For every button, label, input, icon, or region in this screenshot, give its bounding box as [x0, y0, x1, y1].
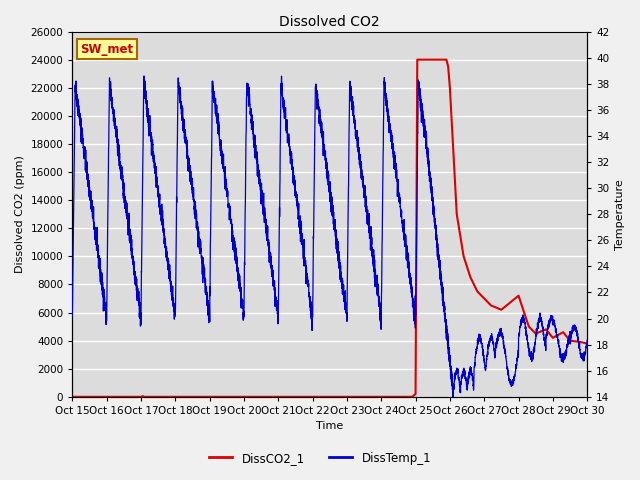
- Text: SW_met: SW_met: [80, 43, 133, 56]
- Legend: DissCO2_1, DissTemp_1: DissCO2_1, DissTemp_1: [204, 447, 436, 469]
- X-axis label: Time: Time: [316, 421, 344, 432]
- Y-axis label: Temperature: Temperature: [615, 179, 625, 250]
- Y-axis label: Dissolved CO2 (ppm): Dissolved CO2 (ppm): [15, 155, 25, 273]
- Title: Dissolved CO2: Dissolved CO2: [280, 15, 380, 29]
